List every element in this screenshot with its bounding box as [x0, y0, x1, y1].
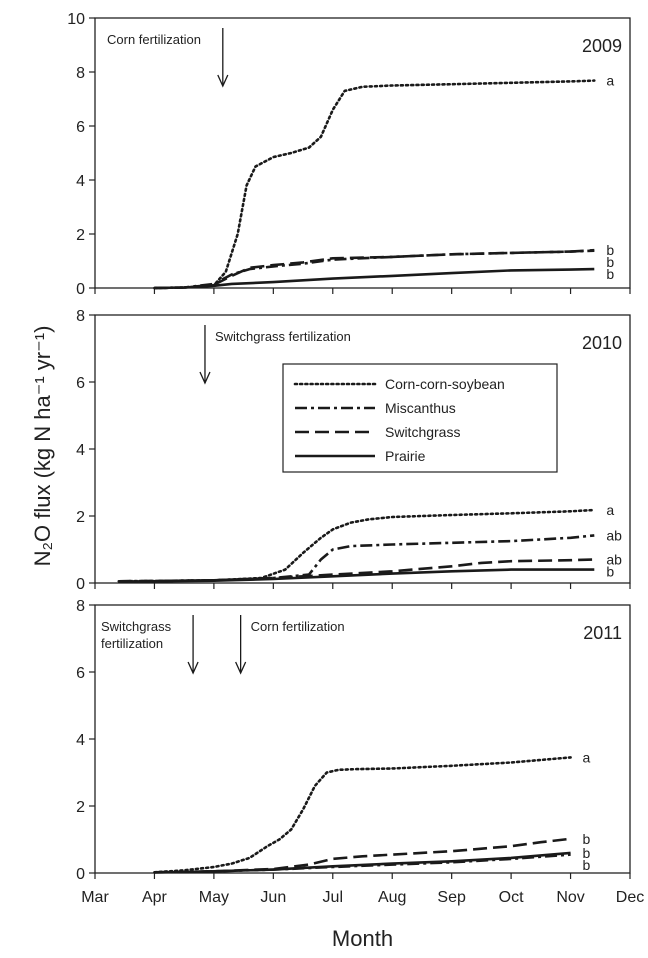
- y-axis-title: N₂O flux (kg N ha⁻¹ yr⁻¹): [30, 326, 55, 567]
- series-line-miscanthus: [154, 853, 571, 874]
- year-label: 2011: [583, 623, 622, 643]
- annotation-text: Corn fertilization: [251, 619, 345, 634]
- significance-letter: ab: [606, 527, 622, 543]
- x-tick-label: Apr: [142, 889, 168, 906]
- y-tick-label: 4: [76, 173, 85, 190]
- plot-frame: [94, 604, 631, 874]
- down-arrow-icon: [187, 661, 199, 675]
- year-label: 2009: [582, 36, 622, 56]
- fertilization-annotation: Corn fertilization: [107, 28, 229, 88]
- y-tick-label: 2: [76, 227, 85, 244]
- x-tick-label: Dec: [616, 889, 644, 906]
- x-axis-title: Month: [332, 926, 393, 951]
- series-line-prairie: [118, 568, 595, 583]
- significance-letter: b: [606, 266, 614, 282]
- down-arrow-icon: [235, 661, 247, 675]
- significance-letter: b: [583, 857, 591, 873]
- panel-2011: 0 2 4 6 8 2011 Switchgrass fertilization Corn fe…: [76, 598, 631, 883]
- annotation-text: Switchgrass fertilization: [215, 329, 351, 344]
- y-tick-label: 2: [76, 509, 85, 526]
- x-tick-label: Jul: [323, 889, 343, 906]
- significance-letter: b: [583, 845, 591, 861]
- annotation-text: fertilization: [101, 636, 163, 651]
- x-tick-label: Jun: [260, 889, 286, 906]
- y-tick-label: 8: [76, 598, 85, 615]
- fertilization-annotation: Switchgrass fertilization: [101, 615, 199, 675]
- y-tick-label: 0: [76, 576, 85, 593]
- significance-letter: ab: [606, 552, 622, 568]
- y-tick-label: 6: [76, 375, 85, 392]
- x-tick-label: Mar: [81, 889, 109, 906]
- panel-2009: 0 2 4 6 8 10 2009 Corn fertilization a bbb: [67, 11, 631, 298]
- down-arrow-icon: [199, 371, 211, 385]
- series-line-corn-corn-soybean: [153, 756, 572, 874]
- series-line-corn-corn-soybean: [153, 79, 596, 290]
- x-tick-label: Aug: [378, 889, 406, 906]
- fertilization-annotation: Switchgrass fertilization: [199, 325, 351, 385]
- y-tick-label: 8: [76, 65, 85, 82]
- series-line-switchgrass: [154, 837, 571, 874]
- significance-letter: b: [606, 254, 614, 270]
- fertilization-annotation: Corn fertilization: [235, 615, 345, 675]
- series-line-switchgrass: [118, 558, 595, 583]
- legend-label: Corn-corn-soybean: [385, 376, 505, 392]
- x-tick-label: Nov: [556, 889, 584, 906]
- y-tick-label: 4: [76, 442, 85, 459]
- x-tick-label: Oct: [499, 889, 524, 906]
- y-tick-label: 6: [76, 119, 85, 136]
- y-tick-label: 0: [76, 281, 85, 298]
- series-line-switchgrass: [154, 248, 595, 290]
- significance-letter: b: [583, 831, 591, 847]
- significance-letter: a: [583, 749, 591, 765]
- significance-letter: a: [606, 73, 614, 89]
- y-tick-label: 10: [67, 11, 85, 28]
- year-label: 2010: [582, 333, 622, 353]
- legend-label: Switchgrass: [385, 424, 460, 440]
- legend: Corn-corn-soybean Miscanthus Switchgrass Pr…: [282, 363, 558, 473]
- x-tick-label: May: [199, 889, 229, 906]
- y-tick-label: 6: [76, 665, 85, 682]
- y-tick-label: 8: [76, 308, 85, 325]
- legend-box: [282, 363, 558, 473]
- legend-label: Prairie: [385, 448, 426, 464]
- y-tick-label: 4: [76, 732, 85, 749]
- y-tick-label: 0: [76, 866, 85, 883]
- down-arrow-icon: [217, 74, 229, 88]
- significance-letter: b: [606, 242, 614, 258]
- significance-letter: b: [606, 564, 614, 580]
- legend-label: Miscanthus: [385, 400, 456, 416]
- significance-letter: a: [606, 502, 614, 518]
- y-tick-label: 2: [76, 799, 85, 816]
- annotation-text: Switchgrass: [101, 619, 172, 634]
- annotation-text: Corn fertilization: [107, 32, 201, 47]
- plot-frame: [94, 17, 631, 289]
- x-tick-label: Sep: [437, 889, 466, 906]
- series-line-prairie: [154, 267, 595, 290]
